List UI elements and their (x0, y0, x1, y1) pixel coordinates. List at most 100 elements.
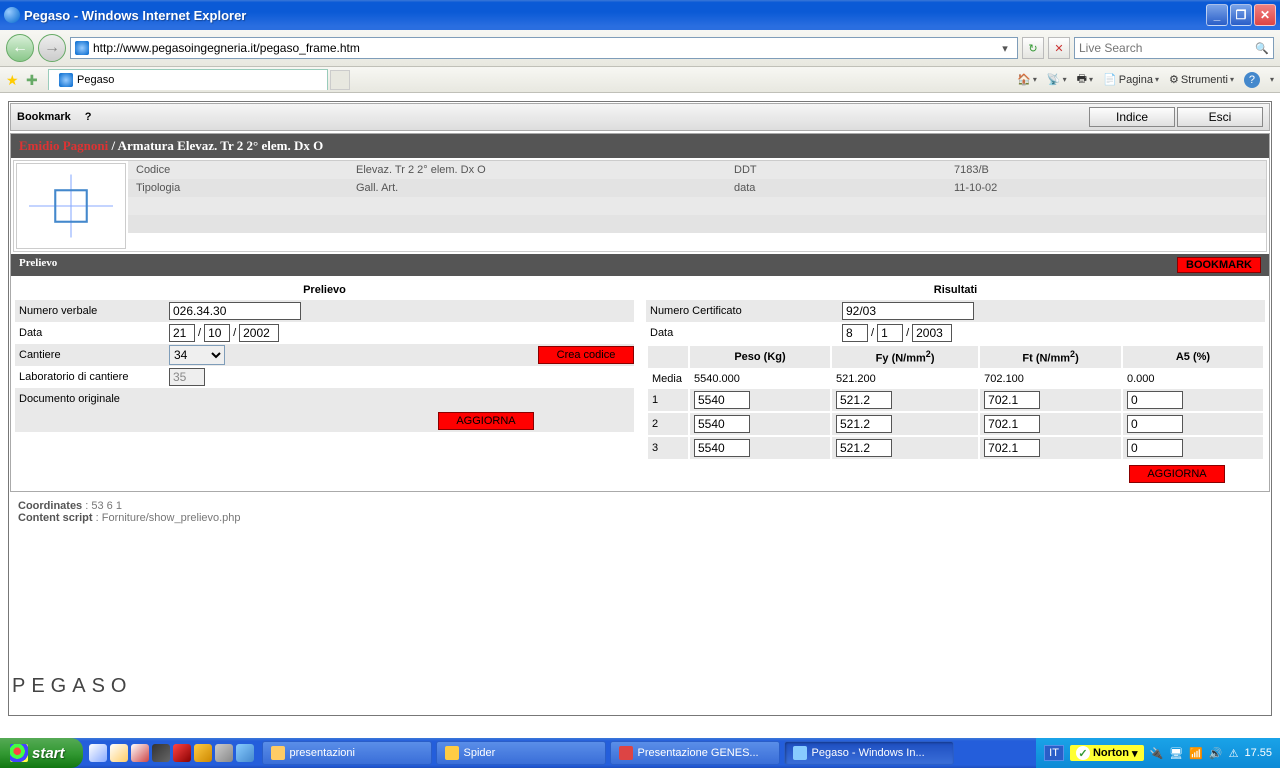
laboratorio-label: Laboratorio di cantiere (15, 371, 169, 383)
browser-tab[interactable]: Pegaso (48, 69, 328, 90)
norton-indicator[interactable]: Norton▾ (1070, 745, 1144, 761)
system-tray: IT Norton▾ 🔌 🖥 📶 🔊 ⚠ 17.55 (1036, 738, 1280, 768)
results-table: Peso (Kg) Fy (N/mm2) Ft (N/mm2) A5 (%) M… (646, 344, 1265, 461)
task-button[interactable]: presentazioni (262, 741, 432, 765)
prelievo-month-input[interactable] (204, 324, 230, 342)
row-num: 3 (648, 437, 688, 459)
search-box[interactable]: 🔍 (1074, 37, 1274, 59)
add-favorite-icon[interactable]: ✚ (26, 72, 42, 88)
print-menu[interactable]: 🖶 ▾ (1077, 70, 1093, 89)
ql-icon[interactable] (215, 744, 233, 762)
task-button[interactable]: Presentazione GENES... (610, 741, 780, 765)
tools-menu[interactable]: ⚙ Strumenti ▾ (1169, 73, 1234, 86)
address-bar[interactable]: ▾ (70, 37, 1018, 59)
risultati-aggiorna-button[interactable]: AGGIORNA (1129, 465, 1225, 483)
col-peso: Peso (Kg) (690, 346, 830, 369)
section-header: Prelievo BOOKMARK (11, 254, 1269, 276)
row-num: 2 (648, 413, 688, 435)
refresh-button[interactable]: ↻ (1022, 37, 1044, 59)
crea-codice-button[interactable]: Crea codice (538, 346, 634, 364)
risultati-year-input[interactable] (912, 324, 952, 342)
col-a5: A5 (%) (1123, 346, 1263, 369)
search-input[interactable] (1079, 41, 1255, 55)
footer-info: Coordinates : 53 6 1 Content script : Fo… (10, 492, 1270, 532)
fy-input[interactable] (836, 439, 892, 457)
ql-icon[interactable] (173, 744, 191, 762)
tray-icon[interactable]: 🔊 (1209, 747, 1223, 760)
tray-icon[interactable]: 🖥 (1169, 747, 1183, 760)
num-cert-input[interactable] (842, 302, 974, 320)
search-icon[interactable]: 🔍 (1255, 42, 1269, 55)
risultati-month-input[interactable] (877, 324, 903, 342)
tipologia-label: Tipologia (128, 179, 348, 197)
risultati-panel: Risultati Numero Certificato Data / / (646, 280, 1265, 487)
back-button[interactable]: ← (6, 34, 34, 62)
language-indicator[interactable]: IT (1044, 745, 1064, 761)
risultati-day-input[interactable] (842, 324, 868, 342)
content-script-value: : Forniture/show_prelievo.php (93, 512, 241, 524)
indice-button[interactable]: Indice (1089, 107, 1175, 127)
tab-title: Pegaso (77, 74, 114, 86)
help-menu-app[interactable]: ? (85, 111, 92, 123)
laboratorio-input (169, 368, 205, 386)
fy-input[interactable] (836, 391, 892, 409)
pegaso-logo: PEGASO (12, 675, 132, 698)
feeds-menu[interactable]: 📡 ▾ (1047, 73, 1067, 86)
peso-input[interactable] (694, 391, 750, 409)
ql-icon[interactable] (89, 744, 107, 762)
new-tab-button[interactable] (330, 70, 350, 90)
risultati-heading: Risultati (646, 280, 1265, 300)
ql-icon[interactable] (110, 744, 128, 762)
ql-icon[interactable] (194, 744, 212, 762)
start-button[interactable]: start (0, 738, 83, 768)
app-menubar: Bookmark ? Indice Esci (10, 103, 1270, 131)
prelievo-day-input[interactable] (169, 324, 195, 342)
ft-input[interactable] (984, 391, 1040, 409)
ql-icon[interactable] (236, 744, 254, 762)
bookmark-menu[interactable]: Bookmark (17, 111, 71, 123)
maximize-button[interactable]: ❐ (1230, 4, 1252, 26)
prelievo-data-label: Data (15, 327, 169, 339)
tray-icon[interactable]: 📶 (1189, 747, 1203, 760)
minimize-button[interactable]: _ (1206, 4, 1228, 26)
tray-icon[interactable]: ⚠ (1229, 747, 1239, 760)
help-menu[interactable]: ? (1244, 72, 1260, 88)
prelievo-year-input[interactable] (239, 324, 279, 342)
a5-input[interactable] (1127, 391, 1183, 409)
home-menu[interactable]: 🏠 ▾ (1017, 73, 1037, 86)
fy-input[interactable] (836, 415, 892, 433)
task-button[interactable]: Spider (436, 741, 606, 765)
media-label: Media (648, 371, 688, 387)
coordinates-value: : 53 6 1 (82, 500, 122, 512)
cantiere-select[interactable]: 34 (169, 345, 225, 365)
content-script-label: Content script (18, 512, 93, 524)
tray-icon[interactable]: 🔌 (1150, 747, 1164, 760)
close-button[interactable]: ✕ (1254, 4, 1276, 26)
ddt-value: 7183/B (946, 161, 1266, 179)
peso-input[interactable] (694, 415, 750, 433)
bookmark-button[interactable]: BOOKMARK (1177, 257, 1261, 273)
breadcrumb-path: / Armatura Elevaz. Tr 2 2° elem. Dx O (108, 138, 323, 153)
num-cert-label: Numero Certificato (646, 305, 842, 317)
favorites-icon[interactable]: ★ (6, 72, 22, 88)
peso-input[interactable] (694, 439, 750, 457)
ddt-label: DDT (726, 161, 946, 179)
task-button-active[interactable]: Pegaso - Windows In... (784, 741, 954, 765)
numero-verbale-label: Numero verbale (15, 305, 169, 317)
prelievo-heading: Prelievo (15, 280, 634, 300)
a5-input[interactable] (1127, 439, 1183, 457)
ql-icon[interactable] (131, 744, 149, 762)
ft-input[interactable] (984, 415, 1040, 433)
ft-input[interactable] (984, 439, 1040, 457)
esci-button[interactable]: Esci (1177, 107, 1263, 127)
stop-button[interactable]: ✕ (1048, 37, 1070, 59)
page-menu[interactable]: 📄 Pagina ▾ (1103, 73, 1159, 86)
url-input[interactable] (93, 41, 997, 55)
a5-input[interactable] (1127, 415, 1183, 433)
prelievo-aggiorna-button[interactable]: AGGIORNA (438, 412, 534, 430)
url-dropdown[interactable]: ▾ (997, 42, 1013, 55)
tipologia-value: Gall. Art. (348, 179, 726, 197)
ql-icon[interactable] (152, 744, 170, 762)
forward-button[interactable]: → (38, 34, 66, 62)
numero-verbale-input[interactable] (169, 302, 301, 320)
